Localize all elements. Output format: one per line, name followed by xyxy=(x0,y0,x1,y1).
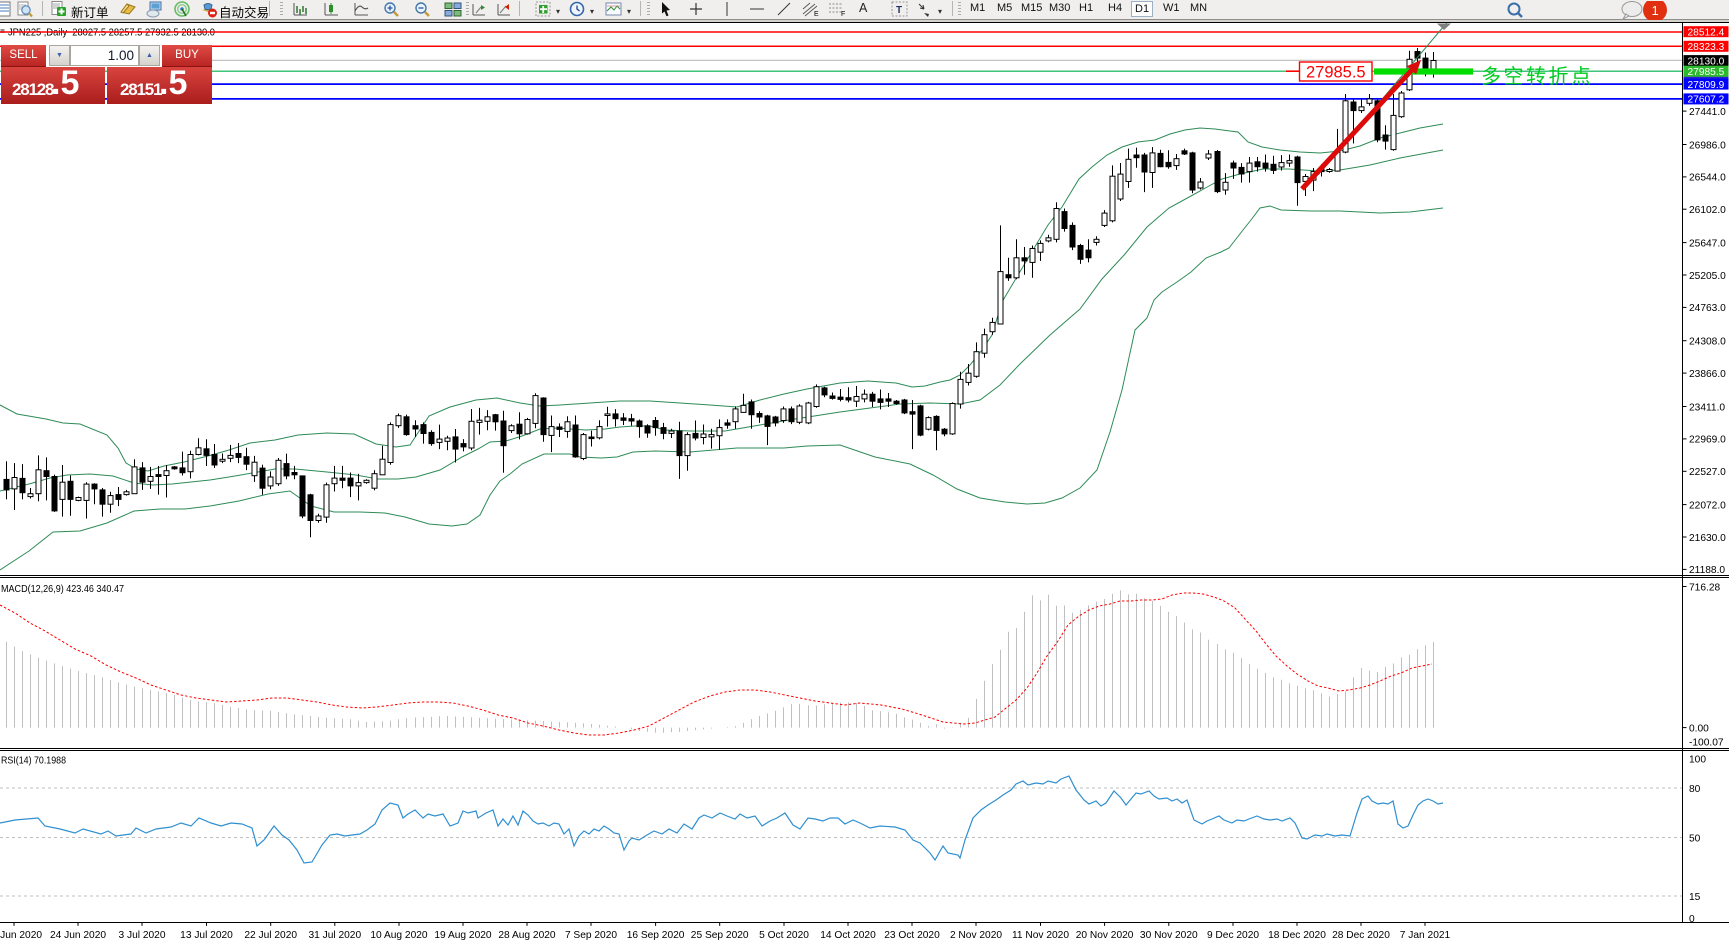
svg-text:2 Nov 2020: 2 Nov 2020 xyxy=(950,930,1002,941)
svg-text:F: F xyxy=(841,11,845,18)
svg-text:24308.0: 24308.0 xyxy=(1689,337,1726,348)
svg-text:0.00: 0.00 xyxy=(1689,723,1709,734)
svg-text:14 Oct 2020: 14 Oct 2020 xyxy=(820,930,876,941)
svg-text:30 Nov 2020: 30 Nov 2020 xyxy=(1140,930,1198,941)
svg-text:28512.4: 28512.4 xyxy=(1688,28,1725,39)
svg-text:23866.0: 23866.0 xyxy=(1689,369,1726,380)
svg-text:22969.0: 22969.0 xyxy=(1689,435,1726,446)
svg-text:26102.0: 26102.0 xyxy=(1689,205,1726,216)
svg-text:27985.5: 27985.5 xyxy=(1306,64,1366,82)
svg-text:RSI(14) 70.1988: RSI(14) 70.1988 xyxy=(1,756,66,767)
svg-text:28323.3: 28323.3 xyxy=(1688,42,1725,53)
svg-text:27985.5: 27985.5 xyxy=(1688,67,1725,78)
svg-text:E: E xyxy=(814,11,819,18)
svg-text:3 Jul 2020: 3 Jul 2020 xyxy=(118,930,165,941)
svg-text:11 Nov 2020: 11 Nov 2020 xyxy=(1012,930,1069,941)
svg-text:80: 80 xyxy=(1689,784,1701,795)
svg-text:21630.0: 21630.0 xyxy=(1689,533,1726,544)
svg-text:21188.0: 21188.0 xyxy=(1689,565,1725,576)
svg-text:10 Aug 2020: 10 Aug 2020 xyxy=(370,930,428,941)
svg-text:7 Sep 2020: 7 Sep 2020 xyxy=(565,930,617,941)
svg-text:23411.0: 23411.0 xyxy=(1689,402,1725,413)
svg-text:28 Aug 2020: 28 Aug 2020 xyxy=(498,930,556,941)
svg-text:25205.0: 25205.0 xyxy=(1689,271,1726,282)
svg-text:24 Jun 2020: 24 Jun 2020 xyxy=(50,930,106,941)
svg-text:T: T xyxy=(896,5,902,16)
svg-text:28 Dec 2020: 28 Dec 2020 xyxy=(1332,930,1390,941)
svg-text:9 Dec 2020: 9 Dec 2020 xyxy=(1207,930,1259,941)
svg-text:多空转折点: 多空转折点 xyxy=(1481,65,1591,88)
svg-text:27607.2: 27607.2 xyxy=(1688,95,1725,106)
svg-text:MACD(12,26,9) 423.46 340.47: MACD(12,26,9) 423.46 340.47 xyxy=(1,584,124,595)
svg-text:26544.0: 26544.0 xyxy=(1689,173,1726,184)
svg-text:0: 0 xyxy=(1689,914,1695,925)
svg-text:23 Oct 2020: 23 Oct 2020 xyxy=(884,930,940,941)
svg-text:28130.0: 28130.0 xyxy=(1688,56,1725,67)
svg-text:-100.07: -100.07 xyxy=(1689,737,1724,748)
svg-text:13 Jul 2020: 13 Jul 2020 xyxy=(180,930,233,941)
svg-text:16 Sep 2020: 16 Sep 2020 xyxy=(627,930,685,941)
svg-text:18 Dec 2020: 18 Dec 2020 xyxy=(1268,930,1326,941)
svg-text:7 Jan 2021: 7 Jan 2021 xyxy=(1400,930,1451,941)
svg-text:31 Jul 2020: 31 Jul 2020 xyxy=(308,930,361,941)
svg-text:22072.0: 22072.0 xyxy=(1689,500,1726,511)
svg-text:20 Nov 2020: 20 Nov 2020 xyxy=(1076,930,1134,941)
svg-text:1: 1 xyxy=(1652,3,1659,18)
svg-text:100: 100 xyxy=(1689,754,1706,765)
svg-text:24763.0: 24763.0 xyxy=(1689,303,1726,314)
svg-text:22527.0: 22527.0 xyxy=(1689,467,1726,478)
svg-text:15: 15 xyxy=(1689,892,1701,903)
svg-text:12 Jun 2020: 12 Jun 2020 xyxy=(0,930,42,941)
svg-text:25 Sep 2020: 25 Sep 2020 xyxy=(691,930,749,941)
svg-text:22 Jul 2020: 22 Jul 2020 xyxy=(244,930,297,941)
svg-text:19 Aug 2020: 19 Aug 2020 xyxy=(434,930,492,941)
svg-text:50: 50 xyxy=(1689,833,1701,844)
svg-text:716.28: 716.28 xyxy=(1689,582,1720,593)
svg-text:27441.0: 27441.0 xyxy=(1689,107,1726,118)
svg-text:25647.0: 25647.0 xyxy=(1689,238,1726,249)
svg-text:27809.9: 27809.9 xyxy=(1688,80,1725,91)
svg-text:5 Oct 2020: 5 Oct 2020 xyxy=(759,930,809,941)
svg-text:26986.0: 26986.0 xyxy=(1689,140,1726,151)
